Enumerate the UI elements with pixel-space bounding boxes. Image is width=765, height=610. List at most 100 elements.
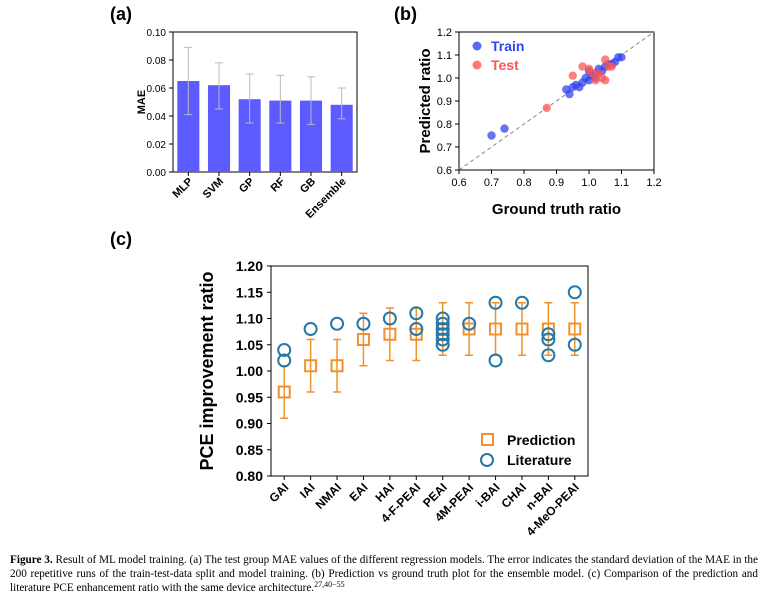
y-tick-label-b: 0.7	[437, 142, 452, 154]
y-tick-label-c: 1.10	[236, 311, 263, 327]
x-tick-label-b: 1.0	[581, 177, 596, 189]
x-tick-label-b: 0.9	[549, 177, 564, 189]
literature-marker	[435, 311, 450, 326]
point-test	[601, 55, 610, 64]
legend-marker-prediction	[481, 433, 494, 446]
legend-label-prediction: Prediction	[507, 432, 575, 448]
y-tick-label-b: 1.1	[437, 50, 452, 62]
panel-label-a: (a)	[110, 4, 132, 24]
point-test	[607, 62, 616, 71]
x-axis-label-b: Ground truth ratio	[492, 201, 621, 218]
y-tick-label-b: 1.0	[437, 73, 452, 85]
x-tick-label-a: SVM	[201, 176, 226, 201]
literature-marker	[541, 332, 556, 347]
prediction-marker	[277, 385, 291, 399]
literature-marker	[277, 343, 292, 357]
y-tick-label-b: 0.8	[437, 119, 452, 131]
caption-label: Figure 3.	[10, 554, 53, 566]
point-test	[588, 69, 597, 78]
y-tick-label-a: 0.06	[147, 84, 167, 95]
point-train	[617, 53, 626, 62]
y-axis-label-b: Predicted ratio	[417, 48, 434, 153]
literature-marker	[435, 316, 450, 331]
bar-mlp	[177, 81, 200, 172]
legend-marker-test	[472, 60, 482, 70]
legend-marker-train	[472, 41, 482, 51]
pce-ratio-chart: 0.80 0.85 0.90 0.95 1.00 1.05 1.10 1.15 1.20 GAI I…	[197, 258, 589, 539]
legend-label-test: Test	[491, 57, 519, 73]
point-train	[565, 89, 574, 99]
point-test	[542, 103, 551, 113]
literature-marker	[277, 353, 292, 368]
prediction-marker	[462, 322, 476, 336]
y-tick-label-c: 1.15	[236, 284, 263, 300]
x-tick-label-b: 1.1	[614, 177, 629, 189]
literature-marker	[356, 316, 371, 331]
literature-marker	[541, 348, 556, 363]
x-tick-label-c: i-BAI	[473, 480, 503, 510]
point-test	[601, 76, 610, 85]
point-test	[591, 76, 600, 85]
literature-marker	[435, 322, 450, 336]
y-tick-label-c: 0.85	[236, 442, 263, 458]
panel-label-b: (b)	[394, 4, 417, 24]
prediction-marker	[383, 327, 397, 341]
x-tick-label-a: GB	[298, 176, 318, 196]
prediction-marker	[304, 359, 318, 373]
bar-ensemble	[330, 104, 353, 172]
literature-marker	[488, 295, 503, 310]
parity-line	[458, 31, 655, 171]
prediction-scatter-chart: 0.6 0.7 0.8 0.9 1.0 1.1 1.2 0.6 0.7 0.8 0.9 1.0 1.1 1…	[417, 27, 662, 218]
prediction-marker	[568, 322, 582, 336]
y-tick-label-a: 0.02	[147, 140, 167, 151]
point-train	[500, 124, 509, 133]
literature-marker	[462, 316, 477, 331]
prediction-marker	[489, 322, 503, 336]
bar-svm	[207, 85, 231, 172]
x-tick-label-a: GP	[237, 176, 257, 196]
figure-caption: Figure 3. Result of ML model training. (…	[10, 553, 758, 595]
y-tick-label-c: 1.05	[236, 337, 263, 353]
y-tick-label-a: 0.10	[147, 28, 167, 39]
y-tick-label-c: 0.95	[236, 389, 263, 405]
caption-text: Result of ML model training. (a) The tes…	[10, 554, 758, 594]
y-tick-label-a: 0.08	[147, 56, 167, 67]
caption-refs: 27,40−55	[314, 580, 345, 589]
literature-marker	[409, 322, 424, 336]
literature-marker	[409, 306, 424, 321]
y-tick-label-a: 0.00	[147, 168, 167, 179]
literature-marker	[303, 322, 318, 336]
y-tick-label-b: 0.9	[437, 96, 452, 108]
bar-gp	[238, 99, 261, 172]
point-train	[487, 131, 496, 140]
literature-marker	[488, 353, 503, 368]
x-tick-label-b: 1.2	[646, 177, 661, 189]
legend-label-train: Train	[491, 38, 524, 54]
point-test	[578, 62, 587, 71]
y-tick-label-c: 0.80	[236, 468, 263, 484]
y-tick-label-c: 1.20	[236, 258, 263, 274]
x-tick-label-a: MLP	[171, 176, 196, 201]
literature-marker	[514, 295, 529, 310]
x-tick-label-a: RF	[269, 175, 288, 194]
panel-label-c: (c)	[110, 229, 132, 249]
y-tick-label-c: 0.90	[236, 416, 263, 432]
plot-frame-a	[172, 31, 358, 173]
x-tick-label-b: 0.6	[451, 177, 466, 189]
y-axis-label-a: MAE	[136, 90, 148, 114]
point-test	[568, 71, 577, 80]
y-tick-label-c: 1.00	[236, 363, 263, 379]
x-tick-label-c: GAI	[266, 480, 291, 505]
prediction-marker	[515, 322, 529, 336]
literature-marker	[435, 337, 450, 352]
literature-marker	[541, 327, 556, 342]
literature-marker	[567, 285, 582, 300]
literature-marker	[567, 337, 582, 352]
x-tick-label-b: 0.8	[516, 177, 531, 189]
prediction-marker	[356, 333, 370, 346]
legend-label-literature: Literature	[507, 452, 572, 468]
bar-rf	[269, 100, 292, 172]
literature-marker	[435, 327, 450, 342]
literature-marker	[382, 311, 397, 326]
